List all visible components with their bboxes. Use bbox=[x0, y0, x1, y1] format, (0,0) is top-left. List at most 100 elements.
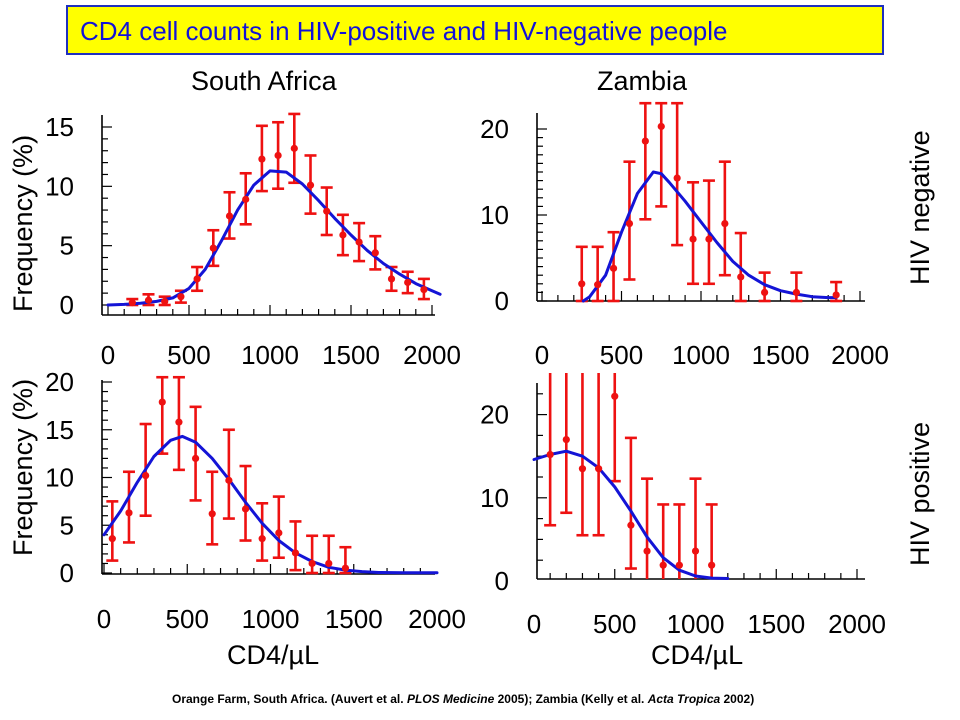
panel-1-data-point bbox=[339, 231, 347, 239]
panel-3-y-tick-label: 10 bbox=[45, 463, 74, 493]
column-label-zambia: Zambia bbox=[597, 66, 688, 96]
panel-4-x-tick-label: 1000 bbox=[667, 609, 725, 639]
panel-4-data-point bbox=[643, 547, 651, 555]
caption-part-2: 2005); Zambia (Kelly et al. bbox=[494, 692, 648, 706]
panel-2-x-tick-label: 0 bbox=[535, 340, 549, 370]
panel-3-data-point bbox=[308, 559, 316, 568]
panel-1-data-point bbox=[323, 207, 331, 215]
panel-3-y-tick-label: 15 bbox=[45, 415, 74, 445]
panel-3-fit-curve bbox=[102, 434, 439, 575]
panel-1-data-point bbox=[177, 293, 185, 301]
caption-part-1: Orange Farm, South Africa. (Auvert et al… bbox=[172, 692, 407, 706]
panel-3-x-tick-label: 2000 bbox=[408, 604, 466, 634]
panel-1-y-tick-label: 0 bbox=[60, 290, 74, 320]
panel-1-data-point bbox=[371, 249, 379, 257]
caption-journal-2: Acta Tropica bbox=[647, 692, 721, 706]
panel-2-data-point bbox=[737, 273, 745, 281]
panel-2-x-tick-label: 500 bbox=[600, 340, 643, 370]
panel-4-y-tick-label: 0 bbox=[495, 566, 509, 596]
panel-2-data-point bbox=[705, 235, 713, 243]
panel-3-data-point bbox=[325, 559, 333, 568]
panel-2-data-point bbox=[641, 137, 649, 145]
panel-4-x-tick-label: 500 bbox=[593, 609, 636, 639]
panel-3-x-tick-label: 500 bbox=[166, 604, 209, 634]
panel-2-x-tick-label: 1000 bbox=[672, 340, 730, 370]
panel-3-data-point bbox=[225, 476, 233, 484]
panel-1-data-point bbox=[290, 144, 298, 152]
panel-3-data-point bbox=[175, 418, 183, 426]
panel-4-data-point bbox=[562, 435, 570, 444]
panel-2-data-point bbox=[625, 220, 634, 228]
panel-2-data-point bbox=[792, 288, 801, 296]
panel-2-x-tick-label: 2000 bbox=[831, 340, 889, 370]
panel-4-x-tick-label: 0 bbox=[527, 609, 541, 639]
panel-4-data-point bbox=[675, 561, 683, 569]
panel-3-data-point bbox=[341, 564, 350, 572]
panel-4-y-tick-label: 10 bbox=[480, 483, 509, 513]
panel-2-data-point bbox=[832, 291, 840, 299]
panel-2-data-point bbox=[609, 264, 618, 272]
panel-3-x-tick-label: 1500 bbox=[325, 604, 383, 634]
panel-3-y-tick-label: 0 bbox=[60, 558, 74, 588]
panel-2-y-tick-label: 0 bbox=[495, 286, 509, 316]
panel-4-data-point bbox=[627, 521, 635, 529]
panel-2-data-point bbox=[594, 281, 602, 289]
panel-1-data-point bbox=[193, 275, 201, 283]
panel-2-data-point bbox=[689, 235, 697, 243]
panel-3-x-tick-label: 0 bbox=[97, 604, 111, 634]
panel-1-x-tick-label: 500 bbox=[167, 340, 210, 370]
panel-4-fit-curve bbox=[532, 449, 730, 580]
panel-2-x-tick-label: 1500 bbox=[752, 340, 810, 370]
panel-2-data-point bbox=[721, 220, 729, 228]
panel-1-data-point bbox=[306, 181, 315, 189]
panel-4-data-point bbox=[659, 561, 667, 569]
panel-1-data-point bbox=[404, 278, 412, 287]
panel-4-x-tick-label: 2000 bbox=[828, 609, 886, 639]
panel-1-data-point bbox=[128, 299, 136, 307]
panel-1-y-tick-label: 15 bbox=[45, 112, 74, 142]
panel-1-data-point bbox=[387, 275, 396, 283]
panel-3-data-point bbox=[158, 398, 166, 406]
slide-title: CD4 cell counts in HIV-positive and HIV-… bbox=[80, 16, 728, 46]
panel-4-data-point bbox=[578, 465, 587, 473]
title-banner: CD4 cell counts in HIV-positive and HIV-… bbox=[66, 5, 884, 55]
panel-3-data-point bbox=[142, 471, 150, 480]
panel-1-data-point bbox=[144, 296, 153, 304]
panel-1-data-point bbox=[420, 285, 428, 294]
panel-1-data-point bbox=[355, 238, 363, 246]
panel-1-data-point bbox=[225, 212, 234, 220]
panel-3-data-point bbox=[291, 549, 300, 557]
panel-2-data-point bbox=[578, 280, 586, 288]
panel-4-x-tick-label: 1500 bbox=[747, 609, 805, 639]
panel-4-data-point bbox=[708, 561, 716, 569]
panel-1-data-point bbox=[242, 195, 250, 203]
panel-3-data-point bbox=[258, 535, 266, 543]
panel-1-x-tick-label: 1000 bbox=[241, 340, 299, 370]
panel-4-data-point bbox=[546, 450, 554, 459]
panel-4-data-point bbox=[611, 392, 619, 400]
panel-2-y-tick-label: 10 bbox=[480, 200, 509, 230]
panel-3-y-tick-label: 5 bbox=[60, 510, 74, 540]
panel-3-data-point bbox=[241, 505, 250, 513]
panel-1-y-tick-label: 10 bbox=[45, 171, 74, 201]
panel-3-data-point bbox=[275, 529, 283, 537]
panel-2-data-point bbox=[761, 288, 769, 296]
panel-3-data-point bbox=[125, 509, 133, 517]
x-axis-label-right: CD4/µL bbox=[651, 640, 744, 670]
x-axis-label-left: CD4/µL bbox=[227, 640, 320, 670]
panel-3-data-point bbox=[108, 535, 116, 543]
panel-4-y-tick-label: 20 bbox=[480, 400, 509, 430]
caption-part-3: 2002) bbox=[720, 692, 755, 706]
panel-4-data-point bbox=[595, 465, 603, 473]
source-caption: Orange Farm, South Africa. (Auvert et al… bbox=[172, 692, 754, 706]
panel-3-data-point bbox=[191, 454, 200, 462]
panel-3-y-tick-label: 20 bbox=[45, 367, 74, 397]
panel-1-data-point bbox=[274, 151, 282, 160]
panel-1-data-point bbox=[209, 244, 217, 252]
column-label-south-africa: South Africa bbox=[191, 66, 337, 96]
panel-2-data-point bbox=[673, 174, 681, 182]
panel-1-x-tick-label: 1500 bbox=[322, 340, 380, 370]
panel-1-data-point bbox=[258, 155, 266, 163]
panel-1-y-tick-label: 5 bbox=[60, 231, 74, 261]
